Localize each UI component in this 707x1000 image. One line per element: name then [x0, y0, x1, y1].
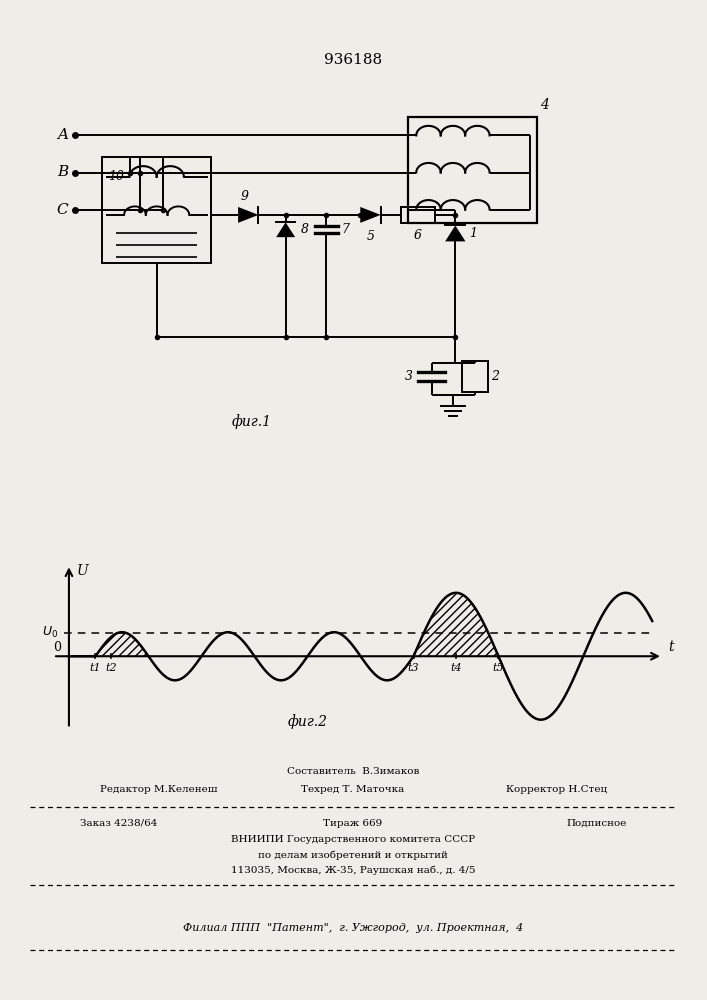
- Text: t4: t4: [450, 663, 462, 673]
- Text: фиг.2: фиг.2: [288, 714, 327, 729]
- Text: 4: 4: [540, 98, 549, 112]
- Text: Филиал ППП  "Патент",  г. Ужгород,  ул. Проектная,  4: Филиал ППП "Патент", г. Ужгород, ул. Про…: [183, 923, 523, 933]
- Text: 2: 2: [491, 370, 499, 383]
- Text: Редактор М.Келенеш: Редактор М.Келенеш: [100, 786, 218, 794]
- Text: C: C: [57, 203, 69, 217]
- Text: 8: 8: [300, 223, 308, 236]
- Text: Подписное: Подписное: [566, 818, 627, 828]
- Text: 0: 0: [53, 641, 61, 654]
- Bar: [401, 207, 435, 223]
- Text: B: B: [57, 165, 69, 180]
- Text: U: U: [77, 564, 88, 578]
- Polygon shape: [276, 222, 295, 237]
- Text: 3: 3: [404, 370, 413, 383]
- Text: 9: 9: [241, 190, 249, 203]
- Text: 113035, Москва, Ж-35, Раушская наб., д. 4/5: 113035, Москва, Ж-35, Раушская наб., д. …: [230, 865, 475, 875]
- Polygon shape: [361, 207, 380, 223]
- Text: Техред Т. Маточка: Техред Т. Маточка: [301, 786, 404, 794]
- Text: t5: t5: [493, 663, 504, 673]
- Text: 1: 1: [469, 227, 477, 240]
- Bar: [103, 157, 211, 263]
- Polygon shape: [445, 226, 465, 241]
- Bar: [462, 361, 488, 392]
- Text: A: A: [57, 128, 69, 142]
- Polygon shape: [238, 207, 259, 223]
- Text: t1: t1: [90, 663, 101, 673]
- Text: ВНИИПИ Государственного комитета СССР: ВНИИПИ Государственного комитета СССР: [231, 836, 475, 844]
- Text: 10: 10: [107, 170, 124, 183]
- Text: 5: 5: [366, 230, 375, 243]
- Bar: [408, 117, 537, 223]
- Text: t: t: [668, 640, 674, 654]
- Text: фиг.1: фиг.1: [232, 414, 271, 429]
- Text: 936188: 936188: [325, 53, 382, 67]
- Text: Тираж 669: Тираж 669: [323, 818, 382, 828]
- Text: Корректор Н.Стец: Корректор Н.Стец: [506, 786, 607, 794]
- Text: t2: t2: [105, 663, 117, 673]
- Text: 6: 6: [414, 229, 422, 242]
- Text: Заказ 4238/64: Заказ 4238/64: [80, 818, 158, 828]
- Text: t3: t3: [408, 663, 419, 673]
- Text: Составитель  В.Зимаков: Составитель В.Зимаков: [287, 768, 419, 776]
- Text: 7: 7: [341, 223, 349, 236]
- Text: по делам изобретений и открытий: по делам изобретений и открытий: [258, 850, 448, 860]
- Text: $U_0$: $U_0$: [42, 625, 58, 640]
